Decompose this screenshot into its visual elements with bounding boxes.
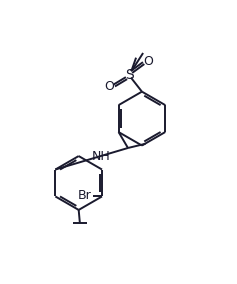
Text: Br: Br (78, 189, 91, 202)
Text: O: O (104, 80, 114, 93)
Text: O: O (143, 55, 153, 68)
Text: NH: NH (92, 150, 110, 163)
Text: S: S (125, 68, 133, 82)
